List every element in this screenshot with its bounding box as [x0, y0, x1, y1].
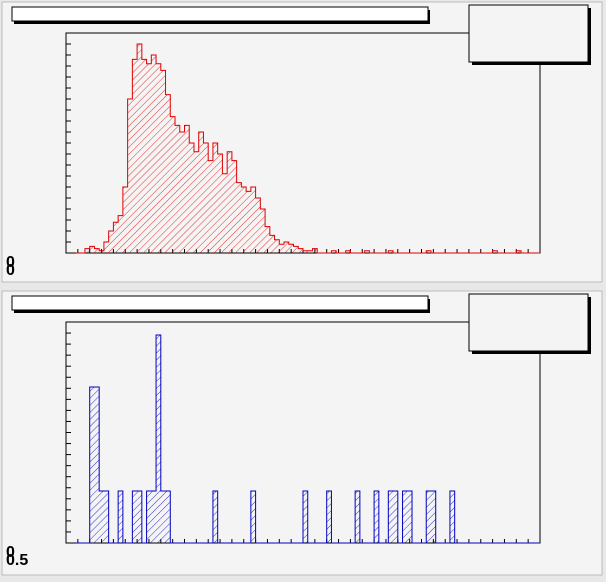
bar — [184, 125, 190, 253]
bar — [160, 491, 166, 543]
bar — [146, 63, 152, 253]
bar — [137, 44, 142, 253]
bar — [127, 99, 133, 253]
bar — [274, 239, 280, 253]
bar — [99, 250, 104, 253]
bar — [250, 187, 256, 253]
bar — [298, 248, 303, 253]
stats-box — [468, 4, 589, 63]
bar — [217, 154, 223, 253]
bar — [331, 250, 337, 253]
bar — [193, 151, 199, 253]
bar — [231, 160, 237, 253]
bar — [156, 63, 161, 253]
bar — [198, 132, 204, 253]
bar — [250, 491, 256, 543]
bar — [89, 387, 95, 543]
bar — [132, 59, 138, 254]
bar — [170, 116, 176, 253]
bar — [103, 491, 109, 543]
bar — [118, 491, 123, 543]
bar — [165, 94, 171, 253]
stats-box — [468, 293, 589, 352]
bar — [288, 244, 294, 253]
bar — [426, 250, 431, 253]
bar — [326, 491, 332, 543]
title-box — [11, 6, 429, 22]
bar — [307, 250, 313, 253]
bar — [374, 491, 379, 543]
bar — [175, 125, 180, 253]
bar — [312, 248, 318, 253]
bar — [279, 244, 285, 253]
bar — [151, 55, 157, 253]
bar — [246, 191, 251, 253]
bar — [203, 143, 209, 253]
bar — [146, 491, 152, 543]
bar — [364, 250, 370, 253]
bar — [132, 491, 138, 543]
bar — [402, 491, 408, 543]
bar — [516, 250, 522, 253]
bar — [160, 70, 166, 254]
title-box — [11, 295, 429, 311]
bar — [393, 491, 398, 543]
bar — [179, 132, 185, 253]
bar — [492, 250, 498, 253]
histogram-outline — [66, 43, 540, 254]
bar — [108, 231, 114, 253]
bar — [165, 491, 171, 543]
bar — [227, 151, 232, 253]
bar — [151, 491, 157, 543]
bar — [84, 248, 90, 253]
bar — [212, 491, 218, 543]
bar — [388, 250, 394, 253]
bar — [355, 491, 360, 543]
bar — [430, 491, 436, 543]
x-tick-label: 0.5 — [6, 552, 28, 569]
bar — [260, 209, 266, 253]
bar — [103, 242, 109, 253]
bar — [269, 235, 275, 253]
histogram-outline — [66, 334, 540, 544]
bar — [303, 250, 308, 253]
bar — [212, 143, 218, 253]
bar — [426, 491, 431, 543]
bar — [208, 160, 213, 253]
bar — [407, 491, 413, 543]
bar — [189, 143, 194, 253]
bar — [113, 222, 119, 253]
y-tick-label: 0 — [6, 544, 15, 561]
bar — [99, 491, 104, 543]
bar — [156, 335, 161, 543]
bar — [94, 387, 100, 543]
x-tick-label: 0 — [6, 262, 15, 279]
bar — [94, 248, 100, 253]
bar — [345, 250, 351, 253]
bar — [141, 59, 147, 254]
bar — [236, 182, 242, 253]
bar — [122, 187, 128, 253]
bar — [388, 491, 394, 543]
bar — [303, 491, 308, 543]
bar — [137, 491, 142, 543]
bar — [449, 491, 455, 543]
bar — [118, 215, 123, 253]
bar — [293, 246, 299, 253]
bar — [222, 173, 228, 253]
bar — [255, 198, 261, 253]
bar — [241, 187, 247, 253]
bar — [89, 246, 95, 253]
bar — [284, 242, 289, 253]
bar — [265, 226, 270, 253]
y-tick-label: 0 — [6, 254, 15, 271]
